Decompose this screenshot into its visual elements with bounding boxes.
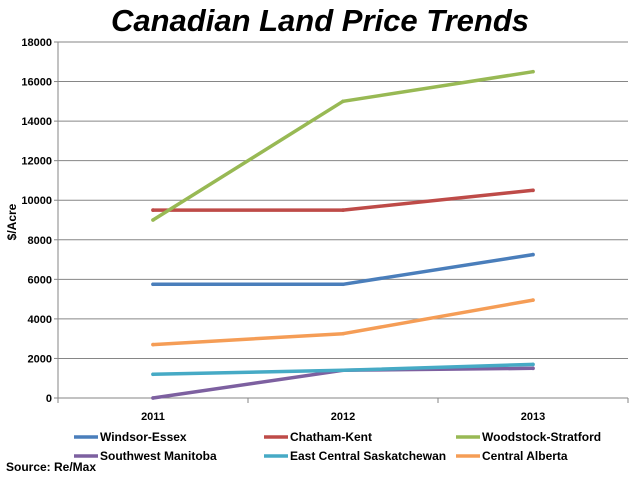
gridlines	[58, 41, 628, 359]
y-tick-label: 12000	[21, 156, 52, 168]
y-tick-label: 16000	[21, 77, 52, 89]
data-point	[531, 362, 535, 367]
legend-item: Windsor-Essex	[74, 430, 187, 444]
x-tick-label: 2013	[521, 411, 545, 423]
data-point	[151, 342, 155, 347]
legend-item: Central Alberta	[456, 449, 568, 463]
legend-label: Chatham-Kent	[290, 430, 372, 444]
legend-item: Woodstock-Stratford	[456, 430, 601, 444]
y-tick-label: 6000	[28, 274, 52, 286]
source-note: Source: Re/Max	[6, 460, 96, 474]
data-point	[531, 188, 535, 193]
legend-label: Windsor-Essex	[100, 430, 187, 444]
data-point	[151, 282, 155, 287]
legend-item: Southwest Manitoba	[74, 449, 217, 463]
legend-label: East Central Saskatchewan	[290, 449, 446, 463]
data-point	[151, 218, 155, 222]
y-tick-label: 10000	[21, 195, 52, 207]
data-point	[531, 298, 535, 302]
chart-title: Canadian Land Price Trends	[111, 3, 529, 38]
data-point	[341, 99, 345, 104]
x-tick-labels: 2011 2012 2013	[57, 398, 629, 423]
data-point	[341, 282, 345, 287]
series-line-central-alberta	[151, 298, 535, 347]
data-point	[341, 331, 345, 336]
y-tick-label: 18000	[21, 37, 52, 49]
y-tick-label: 0	[46, 393, 52, 405]
series-line-windsor-essex	[151, 252, 535, 287]
legend-label: Central Alberta	[482, 449, 568, 463]
y-tick-label: 14000	[21, 116, 52, 128]
data-point	[531, 69, 535, 74]
legend-item: Chatham-Kent	[264, 430, 372, 444]
y-tick-label: 4000	[28, 314, 52, 326]
data-point	[531, 366, 535, 371]
data-point	[341, 208, 345, 212]
y-tick-labels: 0 2000 4000 6000 8000 10000 12000 14000 16000 180…	[21, 37, 58, 405]
y-tick-label: 8000	[28, 235, 52, 247]
data-point	[341, 368, 345, 373]
y-tick-label: 2000	[28, 353, 52, 365]
x-tick-label: 2011	[141, 411, 165, 423]
legend: Windsor-Essex Chatham-Kent Woodstock-Strat…	[74, 430, 601, 463]
data-point	[151, 208, 155, 212]
data-point	[151, 372, 155, 377]
data-point	[151, 396, 155, 400]
legend-item: East Central Saskatchewan	[264, 449, 446, 463]
data-point	[531, 252, 535, 257]
legend-label: Woodstock-Stratford	[482, 430, 601, 444]
y-axis-label: $/Acre	[5, 203, 19, 240]
legend-label: Southwest Manitoba	[100, 449, 217, 463]
series-lines	[151, 69, 535, 400]
x-tick-label: 2012	[331, 411, 355, 423]
